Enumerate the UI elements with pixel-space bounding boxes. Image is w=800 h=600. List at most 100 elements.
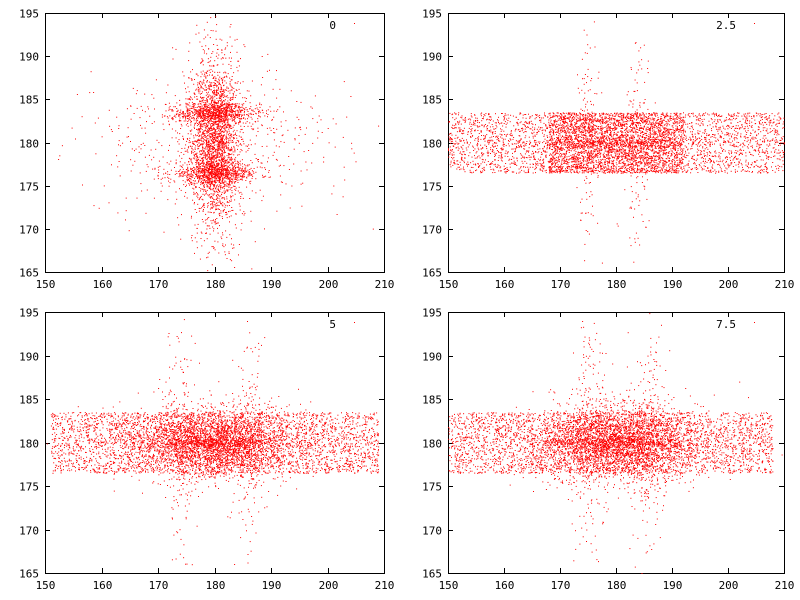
scatter-point [205,122,207,124]
scatter-point [232,209,234,211]
scatter-point [212,168,214,170]
scatter-point [178,120,180,122]
scatter-point [218,146,220,148]
scatter-point [187,86,189,88]
scatter-point [240,58,241,60]
scatter-point [221,128,222,130]
scatter-point [149,115,151,117]
scatter-point [194,180,196,182]
scatter-point [182,174,184,176]
scatter-point [186,184,187,186]
scatter-point [224,99,226,101]
scatter-point [220,109,222,111]
scatter-point [237,110,239,112]
scatter-point [234,151,236,153]
scatter-point [234,39,236,41]
scatter-point [603,167,605,169]
scatter-point [246,114,248,116]
scatter-point [186,117,188,119]
scatter-point [501,129,503,131]
scatter-point [209,111,210,113]
scatter-point [224,121,226,123]
scatter-point [276,159,278,161]
scatter-point [235,94,237,96]
scatter-point [261,125,263,127]
scatter-point [230,154,232,155]
scatter-point [244,110,245,112]
scatter-point [206,107,208,109]
scatter-point [204,153,206,154]
scatter-point [231,76,233,77]
scatter-point [134,150,135,152]
scatter-point [199,116,201,118]
scatter-point [248,90,250,92]
scatter-point [188,142,190,144]
scatter-point [197,178,199,179]
scatter-point [194,103,196,104]
scatter-point [207,131,209,133]
scatter-point [198,165,200,167]
scatter-point [226,162,228,164]
scatter-point [226,167,228,169]
scatter-point [216,175,218,177]
scatter-point [223,141,225,143]
scatter-point [203,113,205,115]
scatter-point [543,134,545,136]
scatter-point [221,175,222,176]
scatter-point [204,105,206,107]
scatter-point [205,71,207,73]
scatter-point [170,160,172,162]
scatter-point [206,81,208,83]
scatter-point [161,185,163,187]
x-tick-label: 190 [262,278,282,291]
scatter-point [217,64,219,66]
scatter-point [221,138,223,140]
scatter-point [706,133,708,135]
scatter-point [639,157,641,159]
scatter-point [228,251,230,253]
scatter-point [190,171,192,173]
scatter-point [235,114,236,116]
scatter-point [225,184,227,186]
scatter-point [221,94,223,96]
scatter-point [230,103,232,105]
scatter-point [221,112,223,114]
scatter-point [298,119,300,121]
scatter-point [217,88,219,89]
scatter-point [225,170,227,172]
scatter-point [487,153,489,154]
scatter-point [268,176,270,178]
scatter-point [544,170,546,172]
scatter-point [694,167,696,169]
scatter-point [209,160,211,162]
scatter-point [243,44,245,46]
scatter-point [189,114,191,116]
scatter-point [212,141,214,143]
scatter-point [525,131,527,133]
scatter-point [283,141,285,143]
scatter-point [130,105,131,107]
scatter-point [455,117,457,119]
scatter-point [219,179,221,181]
scatter-point [178,224,180,226]
scatter-point [470,137,472,138]
scatter-point [218,168,220,170]
scatter-point [208,174,210,176]
scatter-point [224,114,226,116]
scatter-point [222,144,224,146]
scatter-point [187,175,189,177]
scatter-point [590,163,592,164]
scatter-point [194,147,196,149]
scatter-point [206,116,208,117]
scatter-point [205,140,207,142]
scatter-point [196,115,198,117]
scatter-point [230,159,232,161]
scatter-point [224,151,226,153]
scatter-point [130,159,132,161]
scatter-point [200,97,202,98]
scatter-point [225,102,227,104]
scatter-point [118,161,120,162]
scatter-point [715,114,717,116]
scatter-point [175,162,177,164]
scatter-point [276,110,278,112]
